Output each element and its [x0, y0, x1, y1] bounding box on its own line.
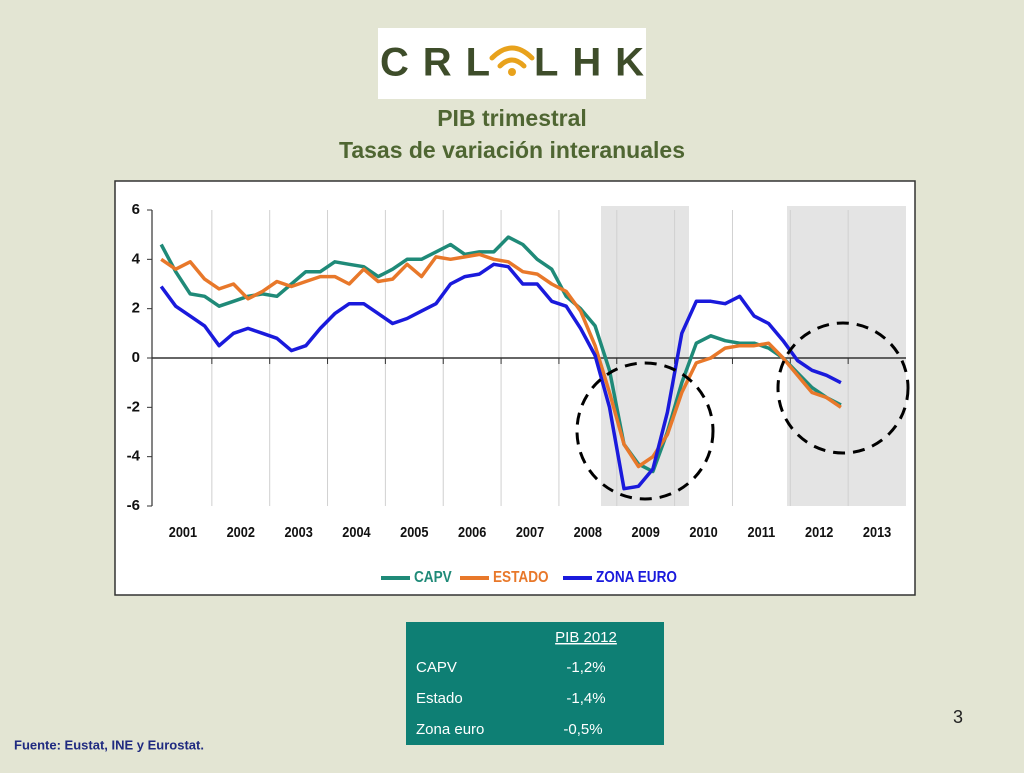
- highlight-circle: [575, 361, 715, 501]
- x-tick-label: 2003: [284, 523, 313, 540]
- legend-label: ESTADO: [493, 569, 549, 586]
- logo-right: LHK: [534, 41, 644, 85]
- y-tick-label: 2: [132, 300, 140, 317]
- y-tick-label: -6: [127, 497, 140, 514]
- logo-dot: [508, 68, 516, 76]
- chart-title: PIB trimestral: [437, 105, 587, 131]
- chart-frame: [114, 180, 916, 596]
- series-line: [159, 262, 842, 491]
- legend-label: ZONA EURO: [596, 569, 677, 586]
- chart-subtitle: Tasas de variación interanuales: [339, 137, 685, 163]
- logo-box: [378, 28, 646, 99]
- y-tick-label: -4: [127, 448, 141, 465]
- y-tick-label: -2: [127, 398, 140, 415]
- table-cell: -1,2%: [566, 659, 605, 676]
- x-tick-label: 2012: [805, 523, 834, 540]
- legend-label: CAPV: [414, 569, 452, 586]
- table-cell: -1,4%: [566, 690, 605, 707]
- logo-left: CRL: [380, 41, 490, 85]
- table-header: PIB 2012: [555, 629, 617, 646]
- series-line: [159, 235, 842, 474]
- logo-icon: [489, 45, 535, 69]
- x-tick-label: 2010: [689, 523, 718, 540]
- x-tick-label: 2009: [632, 523, 661, 540]
- y-tick-label: 4: [132, 250, 141, 267]
- x-tick-label: 2001: [169, 523, 198, 540]
- table-cell: Zona euro: [416, 721, 484, 738]
- x-tick-label: 2004: [342, 523, 371, 540]
- table-box: [406, 622, 664, 745]
- series-line: [160, 252, 842, 469]
- x-tick-label: 2011: [748, 523, 776, 540]
- x-tick-label: 2008: [574, 523, 603, 540]
- x-tick-label: 2007: [516, 523, 545, 540]
- source-note: Fuente: Eustat, INE y Eurostat.: [14, 737, 204, 752]
- table-cell: CAPV: [416, 659, 457, 676]
- x-tick-label: 2013: [863, 523, 892, 540]
- y-tick-label: 6: [132, 201, 140, 218]
- table-cell: Estado: [416, 690, 463, 707]
- x-tick-label: 2002: [227, 523, 256, 540]
- x-tick-label: 2005: [400, 523, 429, 540]
- page-number: 3: [953, 707, 963, 727]
- highlight-circle: [776, 321, 910, 455]
- table-cell: -0,5%: [563, 721, 602, 738]
- shaded-period: [787, 206, 906, 506]
- y-tick-label: 0: [132, 349, 140, 366]
- x-tick-label: 2006: [458, 523, 487, 540]
